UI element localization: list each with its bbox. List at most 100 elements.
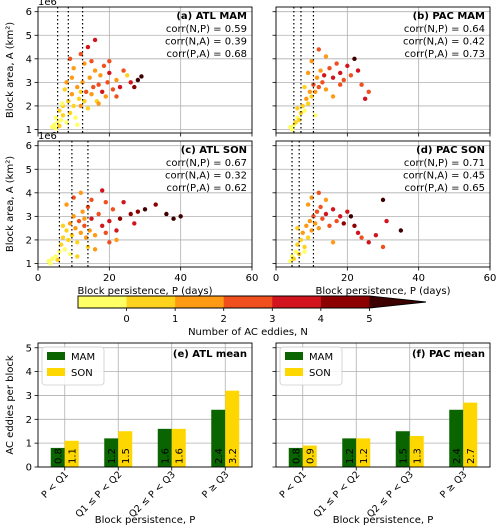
panel-c: 0 20 40 60 1 2 3 4 5 6 (c) ATL SON corr(N,P) = 0.67… [5,131,258,297]
data-point [164,211,169,217]
legend-swatch-son [285,368,303,376]
data-point [51,122,57,127]
bar-son [171,428,186,467]
data-point [313,89,318,94]
data-point [316,84,321,90]
data-point [178,214,183,219]
bar-value-label: 0.8 [291,448,302,464]
data-point [53,126,59,131]
y-tick-label: 3 [26,78,32,89]
data-point [82,99,87,104]
data-point [293,120,298,125]
data-point [55,120,60,125]
data-point [66,237,71,243]
data-point [302,249,307,254]
data-point [89,197,94,203]
x-tick-label: 40 [174,273,187,284]
data-point [101,63,107,69]
data-point [103,94,108,99]
data-point [305,202,311,207]
data-point [96,101,101,106]
data-point [92,37,98,43]
y-tick-label: 4 [26,54,32,65]
correlation-label: corr(P,A) = 0.62 [166,183,247,194]
data-point [296,117,302,123]
correlation-label: corr(P,A) = 0.65 [404,183,485,194]
data-point [100,188,105,193]
data-point [114,77,119,83]
data-point [295,242,300,247]
data-point [304,96,309,102]
colorbar: 0 1 2 3 4 5 Number of AC eddies, N [77,295,427,338]
y-tick-label: 5 [26,165,32,176]
colorbar-tick-label: 0 [123,314,129,325]
data-point [132,221,137,226]
legend-swatch-mam [285,352,303,360]
data-point [398,228,404,233]
data-point [373,233,379,238]
bar-value-label: 1.2 [107,448,118,464]
data-point [330,94,336,99]
data-point [298,110,304,116]
data-point [96,82,101,87]
data-point [309,94,314,99]
bar-mam [104,438,119,467]
bar-value-label: 1.1 [67,448,78,464]
category-label: Q2 ≤ P < Q3 [127,469,178,520]
data-point [309,228,314,233]
data-point [293,249,298,254]
data-point [330,207,336,212]
data-point [307,218,313,224]
data-point [313,221,318,226]
data-point [50,256,55,261]
panel-title: (b) PAC MAM [413,11,485,22]
data-point [334,218,339,224]
data-point [57,108,62,113]
x-tick-label: 20 [103,273,116,284]
data-point [89,58,94,64]
panel-title: (f) PAC mean [412,349,485,360]
data-point [338,82,343,87]
data-point [345,63,350,69]
data-point [300,103,305,109]
data-point [359,235,364,240]
data-point [302,244,307,250]
data-point [327,223,332,228]
exponent-label: 1e6 [38,131,57,142]
data-point [289,127,295,132]
panel-title: (c) ATL SON [181,145,247,156]
bar-mam [395,431,410,467]
bar-son [356,438,371,467]
y-tick-label: 3 [26,391,32,402]
bar-mam [50,447,65,467]
data-point [384,218,389,224]
data-point [80,209,85,214]
bar-value-label: 1.6 [174,448,185,464]
bar-mam [342,438,357,467]
correlation-label: corr(N,P) = 0.71 [404,158,485,169]
data-point [355,68,361,73]
data-point [313,113,318,118]
data-point [87,228,92,233]
data-point [62,247,67,252]
y-tick-label: 5 [26,31,32,42]
data-point [67,221,73,226]
data-point [291,256,297,261]
colorbar-segment [223,296,273,308]
data-point [153,202,158,207]
data-point [380,197,386,203]
data-point [75,122,80,127]
bar-value-label: 2.7 [466,448,477,464]
colorbar-segment [175,296,225,308]
colorbar-label: Number of AC eddies, N [188,327,308,338]
data-point [110,87,116,92]
plot-frame [37,140,253,268]
data-point [323,197,329,203]
category-label: P ≥ Q3 [438,469,469,500]
data-point [69,233,75,238]
data-point [64,120,69,125]
legend-label: SON [71,368,93,379]
data-point [121,68,126,73]
data-point [78,190,84,196]
